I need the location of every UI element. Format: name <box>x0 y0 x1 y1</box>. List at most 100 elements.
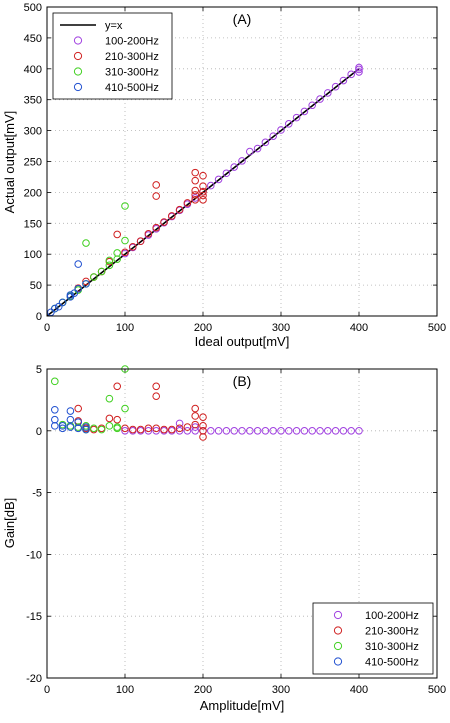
data-point-410-500hz <box>74 285 82 293</box>
data-point-210-300hz <box>152 424 160 433</box>
data-point-210-300hz <box>152 181 160 189</box>
y-tick-label: -5 <box>32 488 42 500</box>
data-point-100-200hz <box>261 138 270 147</box>
legend-label: 210-300Hz <box>365 626 419 638</box>
legend-label: 100-200Hz <box>105 36 159 48</box>
legend-box <box>312 602 434 675</box>
data-point-310-300hz <box>105 261 114 270</box>
data-point-100-200hz <box>261 427 270 435</box>
legend-label: 310-300Hz <box>365 641 419 653</box>
data-point-100-200hz <box>230 427 238 435</box>
data-point-210-300hz <box>183 199 192 207</box>
data-point-210-300hz <box>191 176 199 185</box>
y-tick-label: 450 <box>24 33 42 45</box>
legend-label: 210-300Hz <box>105 51 159 63</box>
data-point-210-300hz <box>113 382 121 391</box>
data-point-100-200hz <box>308 427 317 435</box>
data-point-210-300hz <box>191 168 199 177</box>
data-point-100-200hz <box>316 95 324 103</box>
data-point-100-200hz <box>324 427 332 435</box>
legend-label: 310-300Hz <box>105 67 159 79</box>
data-point-410-500hz <box>66 423 75 431</box>
data-point-100-200hz <box>269 427 278 435</box>
data-point-100-200hz <box>331 427 340 435</box>
data-point-210-300hz <box>113 415 121 424</box>
data-point-310-300hz <box>90 424 98 433</box>
data-point-310-300hz <box>113 249 121 257</box>
x-tick-label: 500 <box>428 684 446 696</box>
legend-marker-icon <box>333 626 343 635</box>
data-point-100-200hz <box>183 427 192 435</box>
data-point-410-500hz <box>51 422 59 430</box>
data-point-310-300hz <box>121 404 129 413</box>
data-point-210-300hz <box>199 171 207 180</box>
x-tick-label: 400 <box>350 684 368 696</box>
data-point-100-200hz <box>253 144 262 153</box>
legend-label: 410-500Hz <box>105 82 159 94</box>
data-point-100-200hz <box>285 427 293 435</box>
data-point-210-300hz <box>160 218 168 226</box>
x-tick-label: 500 <box>428 322 446 334</box>
x-tick-label: 400 <box>350 322 368 334</box>
data-point-410-500hz <box>74 260 82 268</box>
data-point-100-200hz <box>355 68 363 76</box>
data-point-100-200hz <box>230 163 238 171</box>
data-point-100-200hz <box>347 427 356 435</box>
legend-marker-icon <box>333 610 343 620</box>
data-point-100-200hz <box>269 132 278 140</box>
panel-b: 0 100 200 300 400 500 -20 -15 -10 -5 0 5 (B) Amplitud… <box>2 364 446 713</box>
data-point-100-200hz <box>214 175 223 184</box>
y-tick-label: 350 <box>24 95 42 107</box>
data-point-100-200hz <box>277 427 285 435</box>
legend-marker-icon <box>73 36 83 45</box>
data-point-100-200hz <box>347 70 356 79</box>
data-point-310-300hz <box>105 256 114 265</box>
data-point-210-300hz <box>191 420 199 429</box>
data-point-100-200hz <box>285 120 293 128</box>
data-point-210-300hz <box>152 192 160 200</box>
x-tick-label: 100 <box>116 322 134 334</box>
data-point-210-300hz <box>74 404 82 413</box>
data-point-100-200hz <box>214 427 223 435</box>
plot-frame <box>46 6 438 317</box>
data-point-210-300hz <box>82 277 90 286</box>
panel-a: 0 100 200 300 400 500 0 50 100 150 200 250 300 350 400… <box>2 2 446 349</box>
x-tick-label: 300 <box>272 322 290 334</box>
data-point-210-300hz <box>199 433 207 441</box>
data-point-410-500hz <box>66 415 75 424</box>
data-point-100-200hz <box>339 427 348 435</box>
y-tick-label: 300 <box>24 126 42 138</box>
data-point-100-200hz <box>246 427 254 435</box>
data-point-100-200hz <box>308 101 317 110</box>
data-point-310-300hz <box>105 422 114 430</box>
data-point-210-300hz <box>152 223 160 232</box>
data-point-100-200hz <box>191 423 199 431</box>
y-tick-label: 5 <box>36 364 42 376</box>
x-tick-label: 200 <box>194 684 212 696</box>
y-tick-label: 0 <box>36 311 42 323</box>
data-point-210-300hz <box>199 422 207 430</box>
x-tick-label: 200 <box>194 322 212 334</box>
legend-marker-icon <box>73 67 83 76</box>
data-point-310-300hz <box>121 202 129 210</box>
data-point-100-200hz <box>355 427 363 435</box>
data-point-210-300hz <box>144 230 153 238</box>
data-point-410-500hz <box>54 302 63 311</box>
y-axis-label: Actual output[mV] <box>2 111 17 214</box>
data-point-210-300hz <box>199 191 207 200</box>
x-tick-label: 0 <box>44 684 50 696</box>
data-point-100-200hz <box>253 427 262 435</box>
data-point-210-300hz <box>191 191 199 199</box>
legend-marker-icon <box>333 657 343 666</box>
data-point-100-200hz <box>331 82 340 91</box>
legend-marker-icon <box>333 641 343 651</box>
data-point-210-300hz <box>129 242 137 251</box>
data-point-210-300hz <box>136 425 145 434</box>
y-tick-label: 150 <box>24 218 42 230</box>
data-point-310-300hz <box>113 424 121 433</box>
legend-box <box>52 12 173 100</box>
data-point-410-500hz <box>82 425 90 434</box>
x-tick-label: 0 <box>44 322 50 334</box>
data-point-100-200hz <box>238 427 246 435</box>
data-point-410-500hz <box>82 423 90 431</box>
